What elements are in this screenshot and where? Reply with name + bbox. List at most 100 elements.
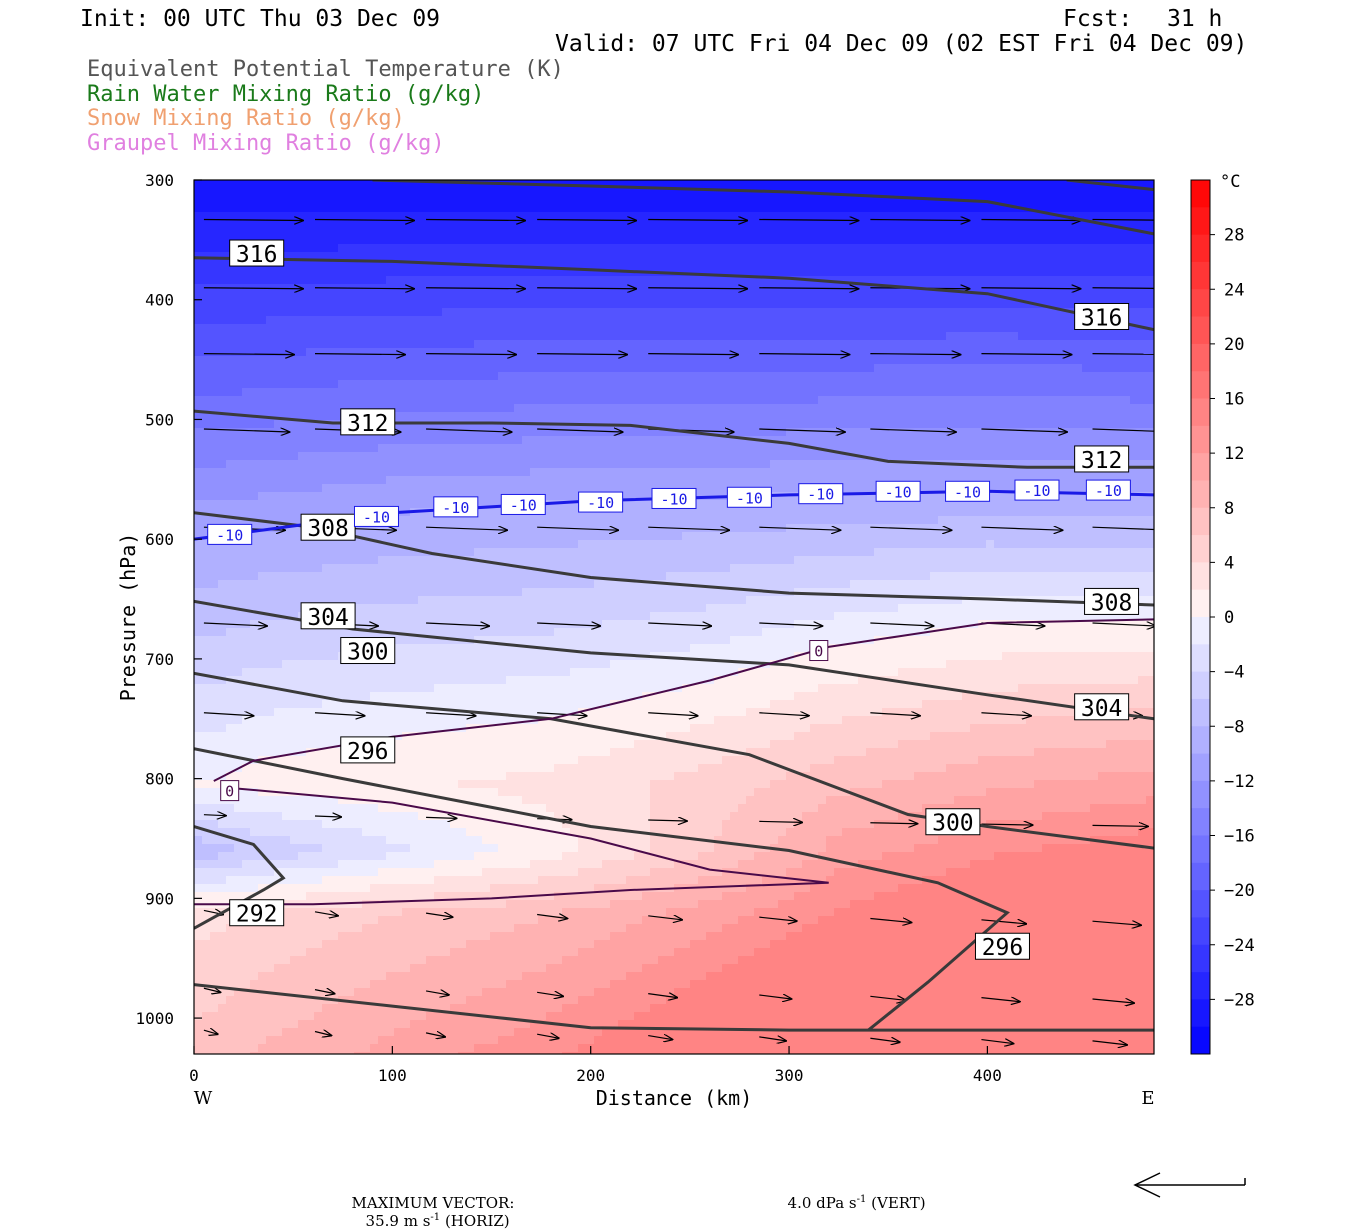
temperature-cell	[194, 420, 203, 429]
temperature-cell	[234, 844, 243, 853]
temperature-cell	[202, 204, 211, 213]
temperature-cell	[346, 972, 355, 981]
temperature-cell	[194, 380, 203, 389]
temperature-cell	[194, 724, 203, 733]
temperature-cell	[474, 340, 483, 349]
temperature-cell	[306, 372, 315, 381]
temperature-cell	[450, 428, 459, 437]
temperature-cell	[490, 508, 499, 517]
temperature-cell	[226, 1036, 235, 1045]
temperature-cell	[482, 212, 491, 221]
temperature-cell	[226, 324, 235, 333]
temperature-cell	[194, 188, 203, 197]
temperature-cell	[290, 780, 299, 789]
temperature-cell	[314, 420, 323, 429]
temperature-cell	[314, 204, 323, 213]
temperature-cell	[250, 396, 259, 405]
temperature-cell	[538, 948, 547, 957]
temperature-cell	[234, 892, 243, 901]
temperature-cell	[338, 772, 347, 781]
temperature-cell	[354, 300, 363, 309]
temperature-cell	[298, 316, 307, 325]
temperature-cell	[242, 652, 251, 661]
temperature-cell	[490, 276, 499, 285]
temperature-cell	[226, 724, 235, 733]
temperature-cell	[546, 820, 555, 829]
temperature-cell	[514, 748, 523, 757]
temperature-cell	[242, 300, 251, 309]
temperature-cell	[410, 188, 419, 197]
temperature-cell	[426, 196, 435, 205]
temperature-cell	[282, 700, 291, 709]
temperature-cell	[522, 996, 531, 1005]
temperature-cell	[370, 956, 379, 965]
temperature-cell	[194, 668, 203, 677]
temperature-cell	[402, 804, 411, 813]
temperature-cell	[426, 948, 435, 957]
temperature-cell	[394, 868, 403, 877]
temperature-cell	[482, 220, 491, 229]
temperature-cell	[194, 572, 203, 581]
temperature-cell	[202, 948, 211, 957]
temperature-cell	[506, 884, 515, 893]
temperature-cell	[426, 996, 435, 1005]
temperature-cell	[402, 468, 411, 477]
temperature-cell	[482, 412, 491, 421]
temperature-cell	[354, 356, 363, 365]
temperature-cell	[418, 756, 427, 765]
temperature-cell	[298, 420, 307, 429]
temperature-cell	[402, 276, 411, 285]
temperature-cell	[466, 580, 475, 589]
temperature-cell	[210, 348, 219, 357]
temperature-cell	[210, 636, 219, 645]
temperature-cell	[546, 660, 555, 669]
temperature-cell	[394, 500, 403, 509]
temperature-cell	[458, 684, 467, 693]
temperature-cell	[394, 740, 403, 749]
temperature-cell	[322, 244, 331, 253]
temperature-cell	[378, 460, 387, 469]
temperature-cell	[346, 900, 355, 909]
temperature-cell	[386, 844, 395, 853]
temperature-cell	[458, 580, 467, 589]
temperature-cell	[474, 468, 483, 477]
temperature-cell	[458, 340, 467, 349]
temperature-cell	[546, 428, 555, 437]
temperature-cell	[290, 540, 299, 549]
temperature-cell	[418, 892, 427, 901]
temperature-cell	[450, 908, 459, 917]
temperature-cell	[218, 852, 227, 861]
temperature-cell	[346, 732, 355, 741]
temperature-cell	[202, 1044, 211, 1053]
temperature-cell	[546, 572, 555, 581]
temperature-cell	[522, 612, 531, 621]
temperature-cell	[266, 652, 275, 661]
temperature-cell	[282, 460, 291, 469]
temperature-cell	[274, 708, 283, 717]
temperature-cell	[458, 300, 467, 309]
temperature-cell	[218, 420, 227, 429]
temperature-cell	[234, 972, 243, 981]
temperature-cell	[442, 732, 451, 741]
temperature-cell	[554, 252, 563, 261]
temperature-cell	[370, 484, 379, 493]
temperature-cell	[466, 516, 475, 525]
temperature-cell	[218, 180, 227, 189]
temperature-cell	[402, 1036, 411, 1045]
temperature-cell	[442, 356, 451, 365]
temperature-cell	[426, 588, 435, 597]
temperature-cell	[530, 740, 539, 749]
temperature-cell	[482, 876, 491, 885]
temperature-cell	[306, 716, 315, 725]
temperature-cell	[506, 980, 515, 989]
temperature-cell	[458, 548, 467, 557]
temperature-cell	[418, 404, 427, 413]
temperature-cell	[490, 372, 499, 381]
temperature-cell	[530, 596, 539, 605]
temperature-cell	[218, 580, 227, 589]
temperature-cell	[522, 644, 531, 653]
temperature-cell	[290, 724, 299, 733]
temperature-cell	[194, 500, 203, 509]
temperature-cell	[258, 884, 267, 893]
temperature-cell	[298, 644, 307, 653]
